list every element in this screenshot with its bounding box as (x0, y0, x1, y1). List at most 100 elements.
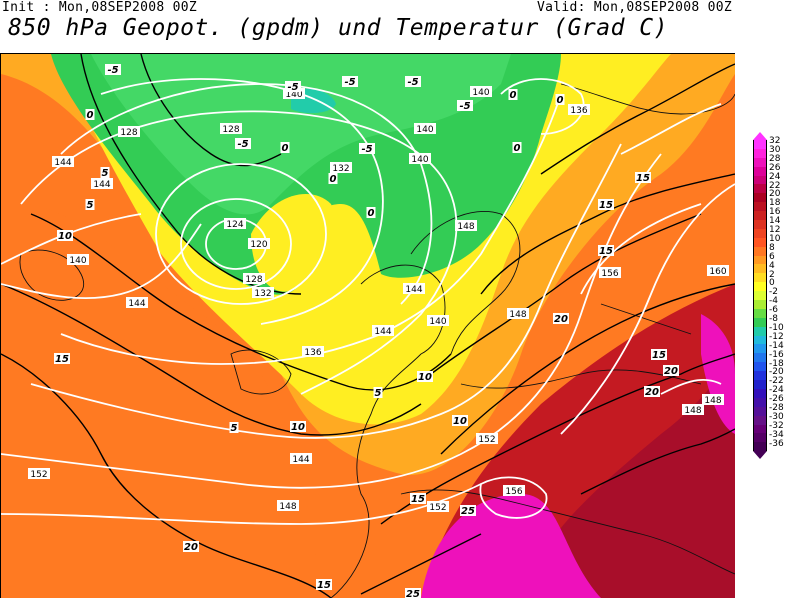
temperature-label-box (328, 173, 338, 184)
temperature-label: 10 (418, 372, 432, 383)
temperature-isolines (1, 54, 735, 598)
colorbar-cell (753, 184, 767, 194)
colorbar-label: 24 (769, 171, 781, 182)
colorbar-label: -10 (769, 322, 784, 333)
temperature-label-box (512, 142, 522, 153)
temperature-label: 0 (514, 143, 521, 154)
temperature-label: 15 (411, 494, 425, 505)
geopotential-label-box (403, 283, 425, 294)
temperature-label: 5 (87, 200, 94, 211)
colorbar-label: 18 (769, 198, 781, 209)
geopotential-label: 152 (429, 503, 446, 513)
temperature-label: 15 (599, 246, 613, 257)
temperature-label: 0 (282, 143, 289, 154)
temperature-label: 0 (510, 90, 517, 101)
temperature-label-box (452, 415, 468, 426)
geopotential-label-box (455, 220, 477, 231)
colorbar-label: 16 (769, 207, 781, 218)
geopotential-label: 160 (709, 267, 726, 277)
geopotential-labels: 120 124 128 128 128 132 132 136 136 140 140 140 140 1… (28, 86, 729, 513)
colorbar-label: -20 (769, 367, 784, 378)
colorbar-cell (753, 362, 767, 372)
colorbar-label: 8 (769, 242, 775, 253)
colorbar-cell (753, 140, 767, 149)
temperature-label-box (290, 421, 306, 432)
yellow-tongue (251, 194, 334, 292)
colorbar-label: 12 (769, 225, 781, 235)
colorbar-bottom-arrow (753, 451, 767, 460)
geopotential-label: 140 (416, 125, 433, 135)
colorbar-label: -14 (769, 340, 784, 351)
geopotential-label-box (252, 287, 274, 298)
colorbar-label: -24 (769, 385, 784, 396)
temperature-label: 20 (645, 387, 659, 398)
temperature-label: 5 (231, 423, 238, 434)
geopotential-label-box (476, 433, 498, 444)
geopotential-label: 148 (509, 310, 526, 320)
colorbar-cell (753, 335, 767, 345)
temperature-label-box (100, 167, 110, 178)
colorbar-label: 32 (769, 136, 781, 146)
colorbar-label: -4 (769, 296, 778, 307)
colorbar-label: -30 (769, 411, 784, 422)
temperature-label-box (105, 64, 121, 75)
colorbar-label: 30 (769, 144, 781, 155)
valid-time: Valid: Mon,08SEP2008 00Z (536, 0, 732, 15)
temperature-label: 20 (184, 542, 198, 553)
temperature-label-box (457, 100, 473, 111)
colorbar-cell (753, 282, 767, 292)
colorbar-cell (753, 326, 767, 336)
geopotential-label-box (682, 404, 704, 415)
geopotential-label: 140 (411, 155, 428, 165)
geopotential-label: 156 (601, 269, 618, 279)
temperature-label: 0 (330, 174, 337, 185)
geopotential-label: 140 (285, 90, 302, 100)
geopotential-label: 140 (429, 317, 446, 327)
temperature-label-box (366, 207, 376, 218)
geopotential-label-box (67, 254, 89, 265)
geopotential-label-box (302, 346, 324, 357)
geopotential-label-box (243, 273, 265, 284)
geopotential-label-box (568, 104, 590, 115)
colorbar-cell (753, 220, 767, 229)
temperature-label: 15 (55, 354, 69, 365)
geopotential-label-box (427, 501, 449, 512)
colorbar-cell (753, 424, 767, 434)
temperature-label-box (598, 199, 614, 210)
temperature-label-box (85, 109, 95, 120)
geopotential-label-box (330, 162, 352, 173)
geopotential-label: 144 (405, 285, 422, 295)
temperature-label: 25 (406, 589, 420, 598)
temperature-label-box (229, 422, 239, 433)
colorbar-label: 20 (769, 189, 781, 200)
geopotential-label-box (283, 88, 305, 99)
chart-title: 850 hPa Geopot. (gpdm) und Temperatur (G… (8, 15, 668, 41)
warm-southwest-region (1, 202, 321, 598)
temperature-label-box (373, 387, 383, 398)
very-hot-southeast-core (521, 354, 735, 598)
colorbar-label: 0 (769, 278, 775, 289)
temperature-label: -5 (407, 77, 418, 88)
geopotential-label-box (248, 238, 270, 249)
geopotential-label-box (702, 394, 724, 405)
temperature-label: 5 (102, 168, 109, 179)
temperature-label-box (598, 245, 614, 256)
geopotential-label: 132 (332, 164, 349, 174)
colorbar-cell (753, 237, 767, 247)
temperature-label: 15 (317, 580, 331, 591)
geopotential-label-box (372, 325, 394, 336)
geopotential-label-box (277, 500, 299, 511)
geopotential-label-box (427, 315, 449, 326)
geopotential-label: 156 (505, 487, 522, 497)
colorbar-cell (753, 273, 767, 283)
colorbar-label: 10 (769, 233, 781, 244)
geopotential-label: 148 (457, 222, 474, 232)
temperature-label-box (410, 493, 426, 504)
geopotential-label: 144 (292, 455, 309, 465)
geopotential-label: 140 (472, 88, 489, 98)
temperature-label-box (508, 89, 518, 100)
colorbar-cell (753, 371, 767, 381)
temperature-label-box (417, 371, 433, 382)
colorbar-cell (753, 148, 767, 158)
temperature-label-box (635, 172, 651, 183)
